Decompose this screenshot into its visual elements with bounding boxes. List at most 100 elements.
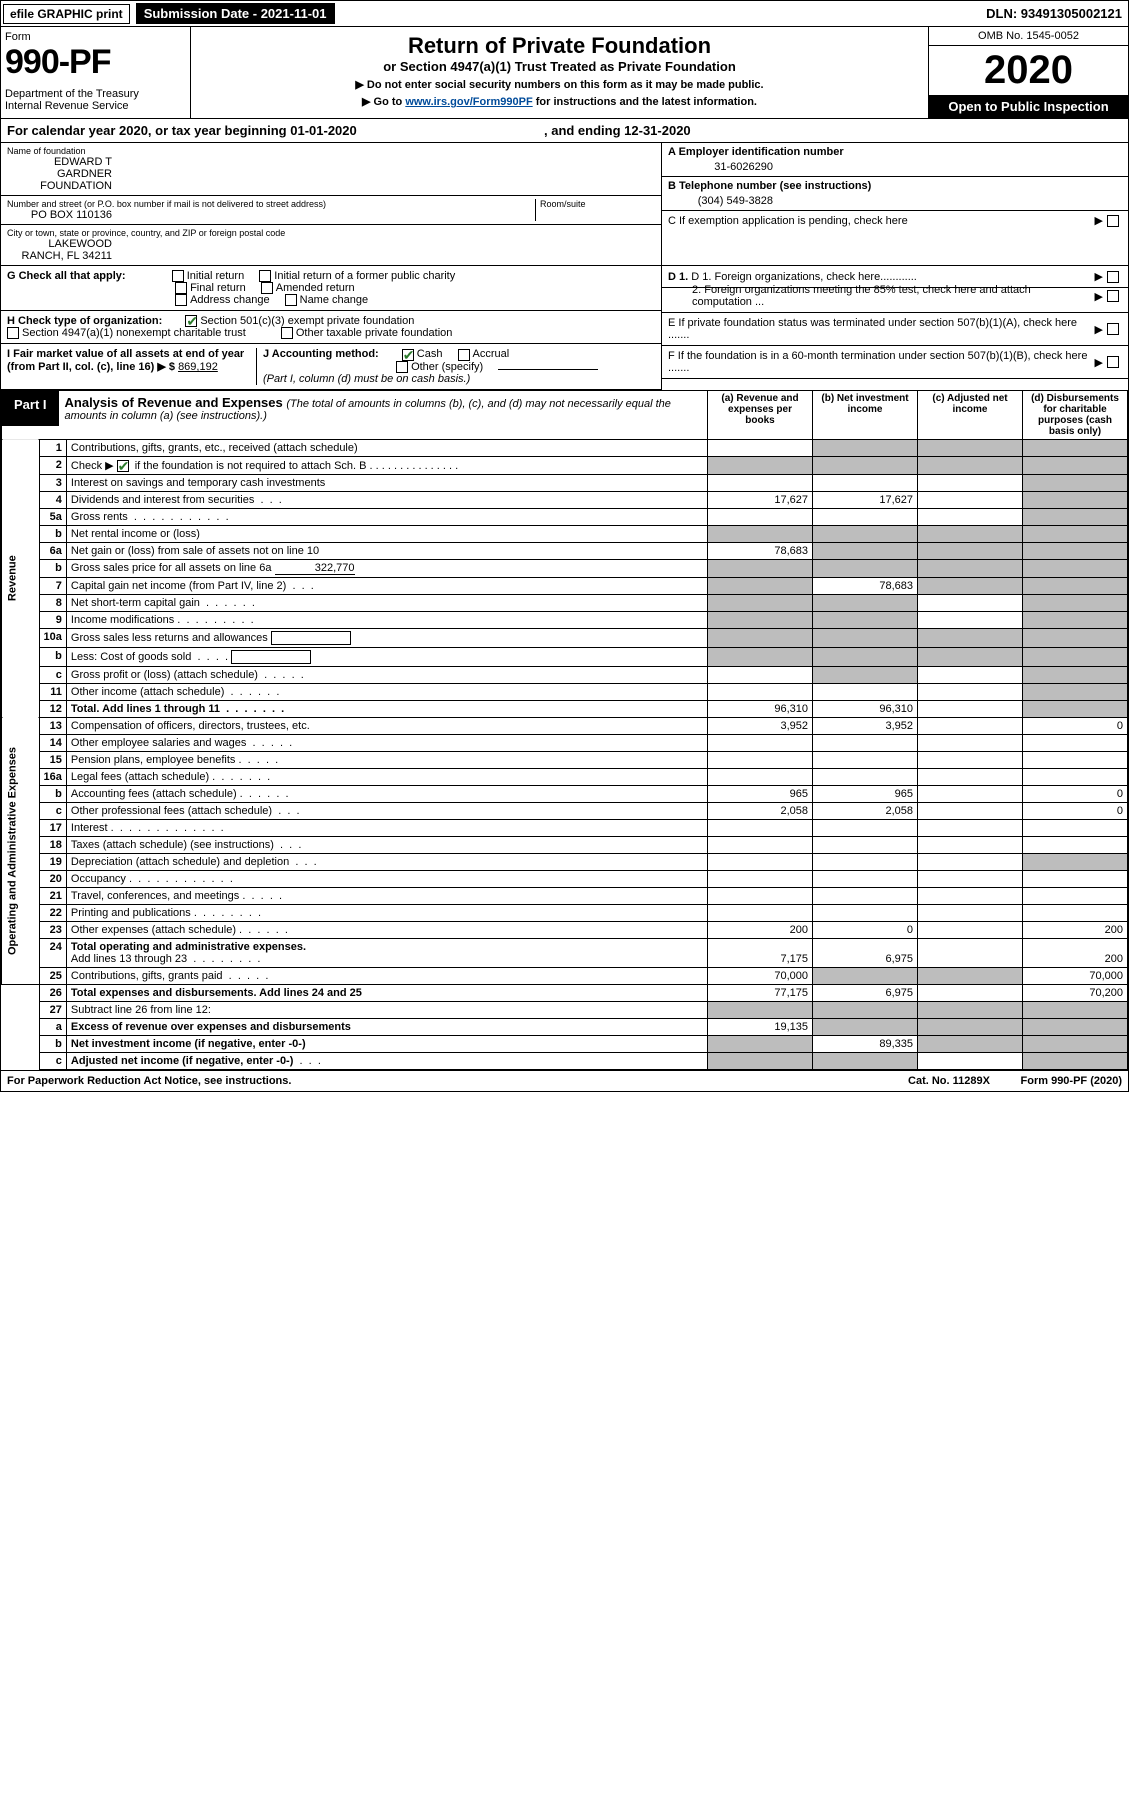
r12b: 96,310: [813, 700, 918, 717]
h-label: H Check type of organization:: [7, 315, 162, 327]
j-cash: Cash: [417, 348, 443, 360]
c-label: C If exemption application is pending, c…: [668, 215, 1091, 227]
e-text: E If private foundation status was termi…: [668, 317, 1091, 341]
footer-right: Form 990-PF (2020): [1021, 1075, 1122, 1087]
cb-other-acct[interactable]: [396, 361, 408, 373]
r27: Subtract line 26 from line 12:: [66, 1001, 707, 1018]
efile-label: efile GRAPHIC print: [3, 4, 130, 24]
r15: Pension plans, employee benefits: [71, 754, 236, 766]
street-label: Number and street (or P.O. box number if…: [7, 199, 535, 209]
part1-title: Analysis of Revenue and Expenses: [65, 395, 287, 410]
part1-tab: Part I: [2, 391, 59, 426]
dln-number: DLN: 93491305002121: [980, 4, 1128, 23]
r20: Occupancy: [71, 873, 126, 885]
r6b-pre: Gross sales price for all assets on line…: [71, 562, 272, 574]
cb-schb[interactable]: [117, 460, 129, 472]
form-note-2-post: for instructions and the latest informat…: [536, 96, 757, 108]
footer-mid: Cat. No. 11289X: [908, 1075, 990, 1087]
g-initial-former: Initial return of a former public charit…: [274, 270, 455, 282]
r13d: 0: [1023, 717, 1128, 734]
h-501: Section 501(c)(3) exempt private foundat…: [200, 315, 414, 327]
submission-date: Submission Date - 2021-11-01: [136, 3, 335, 24]
r16a: Legal fees (attach schedule): [71, 771, 209, 783]
r16b-a: 965: [708, 785, 813, 802]
g-amended: Amended return: [276, 282, 355, 294]
j-other: Other (specify): [411, 361, 483, 373]
city-label: City or town, state or province, country…: [7, 228, 655, 238]
r10b: Less: Cost of goods sold: [71, 651, 191, 663]
r9: Income modifications: [71, 614, 174, 626]
ein-label: A Employer identification number: [668, 146, 1122, 158]
r16c-d: 0: [1023, 802, 1128, 819]
r7: Capital gain net income (from Part IV, l…: [71, 580, 286, 592]
cb-d1[interactable]: [1107, 271, 1119, 283]
r27c: Adjusted net income (if negative, enter …: [71, 1055, 293, 1067]
side-revenue: Revenue: [2, 439, 40, 717]
r23a: 200: [708, 921, 813, 938]
r23b: 0: [813, 921, 918, 938]
f-text: F If the foundation is in a 60-month ter…: [668, 350, 1091, 374]
r4a: 17,627: [708, 491, 813, 508]
r16c: Other professional fees (attach schedule…: [71, 805, 272, 817]
r12: Total. Add lines 1 through 11: [71, 703, 220, 715]
cb-4947[interactable]: [7, 327, 19, 339]
r24b: Add lines 13 through 23: [71, 953, 187, 965]
r16b-b: 965: [813, 785, 918, 802]
cb-othertax[interactable]: [281, 327, 293, 339]
r27b: Net investment income (if negative, ente…: [71, 1038, 306, 1050]
r13: Compensation of officers, directors, tru…: [66, 717, 707, 734]
cb-f[interactable]: [1107, 356, 1119, 368]
r26: Total expenses and disbursements. Add li…: [66, 984, 707, 1001]
cb-e[interactable]: [1107, 323, 1119, 335]
r27a: Excess of revenue over expenses and disb…: [66, 1018, 707, 1035]
r23d: 200: [1023, 921, 1128, 938]
form-number: 990-PF: [5, 43, 186, 82]
r4: Dividends and interest from securities: [71, 494, 254, 506]
r6a-a: 78,683: [708, 542, 813, 559]
r18: Taxes (attach schedule) (see instruction…: [71, 839, 274, 851]
col-d: (d) Disbursements for charitable purpose…: [1023, 390, 1128, 439]
r24d: 200: [1023, 938, 1128, 967]
r5b: Net rental income or (loss): [66, 525, 707, 542]
phone-value: (304) 549-3828: [668, 192, 773, 207]
cb-d2[interactable]: [1107, 290, 1119, 302]
g-label: G Check all that apply:: [7, 270, 126, 282]
dept-label: Department of the Treasury Internal Reve…: [5, 88, 186, 112]
form-note-2-pre: ▶ Go to: [362, 96, 405, 108]
r24a: 7,175: [708, 938, 813, 967]
cb-501c3[interactable]: [185, 315, 197, 327]
col-b: (b) Net investment income: [813, 390, 918, 439]
cb-amended[interactable]: [261, 282, 273, 294]
cal-pre: For calendar year 2020, or tax year begi…: [7, 123, 290, 138]
cb-namechg[interactable]: [285, 294, 297, 306]
r26a: 77,175: [708, 984, 813, 1001]
cb-initial-former[interactable]: [259, 270, 271, 282]
ein-value: 31-6026290: [668, 158, 773, 173]
d1-text: D 1. Foreign organizations, check here..…: [691, 271, 917, 283]
form-title: Return of Private Foundation: [197, 33, 922, 59]
r16c-a: 2,058: [708, 802, 813, 819]
cal-end: 12-31-2020: [624, 123, 691, 138]
r16b-d: 0: [1023, 785, 1128, 802]
irs-link[interactable]: www.irs.gov/Form990PF: [405, 96, 532, 108]
r16c-b: 2,058: [813, 802, 918, 819]
cb-cash[interactable]: [402, 349, 414, 361]
cb-final[interactable]: [175, 282, 187, 294]
c-checkbox[interactable]: [1107, 215, 1119, 227]
cb-addr[interactable]: [175, 294, 187, 306]
r22: Printing and publications: [71, 907, 191, 919]
cal-begin: 01-01-2020: [290, 123, 357, 138]
r23: Other expenses (attach schedule): [71, 924, 236, 936]
cb-accrual[interactable]: [458, 349, 470, 361]
form-note-1: ▶ Do not enter social security numbers o…: [197, 78, 922, 91]
g-final: Final return: [190, 282, 246, 294]
street-value: PO BOX 110136: [7, 209, 112, 221]
r27a-a: 19,135: [708, 1018, 813, 1035]
cb-initial[interactable]: [172, 270, 184, 282]
r10c: Gross profit or (loss) (attach schedule): [71, 669, 258, 681]
r25a: 70,000: [708, 967, 813, 984]
name-label: Name of foundation: [7, 146, 655, 156]
r6b-val: 322,770: [275, 562, 355, 575]
r12a: 96,310: [708, 700, 813, 717]
r26d: 70,200: [1023, 984, 1128, 1001]
